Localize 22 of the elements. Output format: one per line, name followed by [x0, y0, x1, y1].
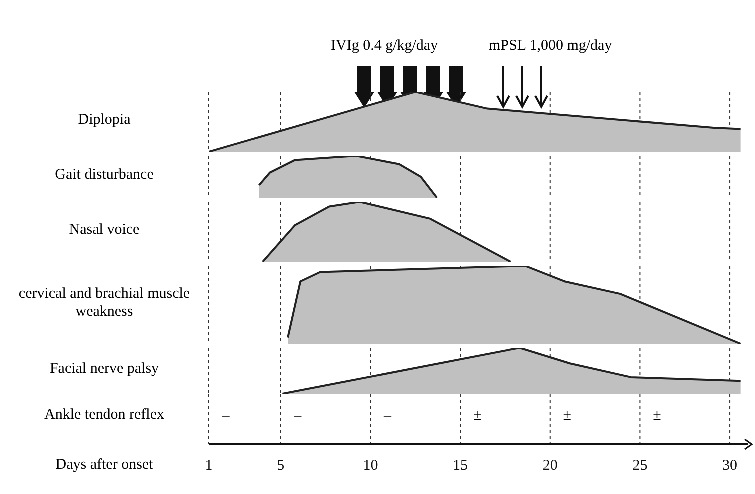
text: ± — [653, 408, 662, 424]
text: ± — [473, 408, 482, 424]
y-axis-title: Diplopia — [78, 111, 131, 129]
text: – — [382, 408, 392, 424]
x-tick-label: 10 — [363, 458, 378, 474]
x-tick-label: 30 — [722, 458, 738, 474]
x-axis-title: Days after onset — [54, 456, 154, 474]
y-axis-title: Facial nerve palsy — [50, 360, 160, 378]
y-axis-title: Gait disturbance — [55, 166, 154, 184]
x-tick-label: 1 — [205, 458, 213, 474]
text: – — [293, 408, 302, 424]
x-tick-label: 5 — [277, 458, 285, 474]
y-axis-title: cervical and brachial muscle weakness — [18, 285, 192, 321]
text: mPSL 1,000 mg/day — [489, 38, 612, 55]
text: IVIg 0.4 g/kg/day — [331, 38, 438, 55]
y-axis-title: Nasal voice — [69, 221, 140, 239]
text: ± — [563, 408, 572, 424]
text: Ankle tendon reflex — [44, 406, 166, 424]
x-tick-label: 20 — [542, 458, 558, 474]
x-tick-label: 25 — [632, 458, 648, 474]
x-tick-label: 15 — [453, 458, 468, 474]
text: – — [221, 408, 230, 424]
